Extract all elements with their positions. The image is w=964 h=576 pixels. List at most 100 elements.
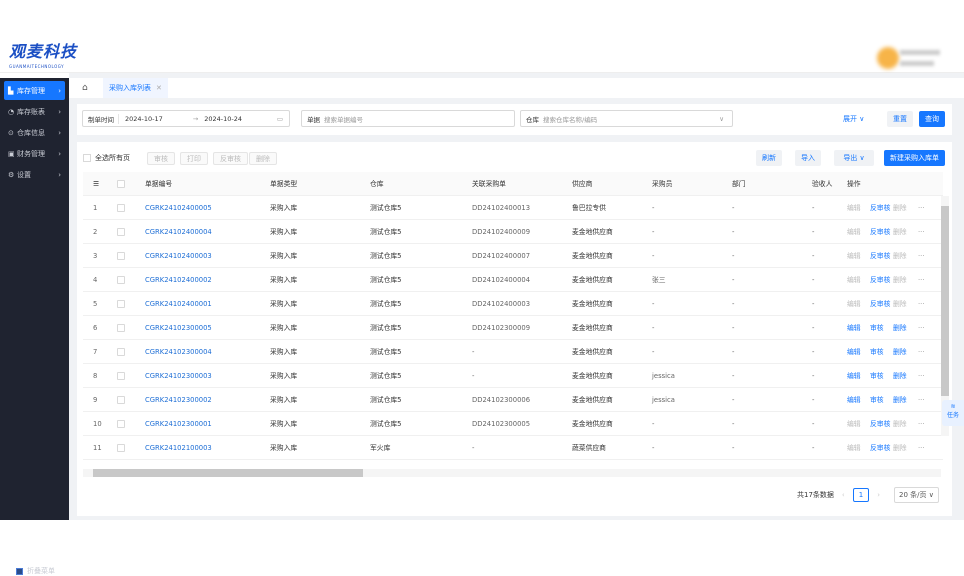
doc-code-link[interactable]: CGRK24102300003 [145, 372, 212, 380]
op-unaudit-button[interactable]: 反审核 [870, 252, 891, 260]
tab-purchase-inbound-list[interactable]: 采购入库列表 ✕ [103, 78, 168, 98]
more-icon[interactable]: ··· [918, 396, 925, 404]
op-edit-button[interactable]: 编辑 [847, 204, 861, 212]
more-icon[interactable]: ··· [918, 348, 925, 356]
op-delete-button[interactable]: 删除 [893, 420, 907, 428]
op-unaudit-button[interactable]: 反审核 [870, 300, 891, 308]
import-button[interactable]: 导入 [795, 150, 821, 166]
vertical-scrollbar[interactable] [941, 196, 949, 436]
op-edit-button[interactable]: 编辑 [847, 444, 861, 452]
op-edit-button[interactable]: 编辑 [847, 372, 861, 380]
op-edit-button[interactable]: 编辑 [847, 252, 861, 260]
more-icon[interactable]: ··· [918, 228, 925, 236]
batch-unaudit-button[interactable]: 反审核 [213, 152, 248, 165]
op-audit-button[interactable]: 审核 [870, 372, 884, 380]
date-start[interactable]: 2024-10-17 [125, 114, 163, 123]
doc-code-link[interactable]: CGRK24102300005 [145, 324, 212, 332]
more-icon[interactable]: ··· [918, 324, 925, 332]
doc-search-input[interactable]: 单据 搜索单据编号 [301, 110, 515, 127]
op-delete-button[interactable]: 删除 [893, 348, 907, 356]
header-checkbox[interactable] [117, 180, 125, 188]
doc-code-link[interactable]: CGRK24102300001 [145, 420, 212, 428]
row-checkbox[interactable] [117, 252, 125, 260]
op-unaudit-button[interactable]: 反审核 [870, 444, 891, 452]
doc-code-link[interactable]: CGRK24102400002 [145, 276, 212, 284]
op-delete-button[interactable]: 删除 [893, 444, 907, 452]
reset-button[interactable]: 重置 [887, 111, 913, 127]
op-edit-button[interactable]: 编辑 [847, 300, 861, 308]
sidebar-item-3[interactable]: ▣ 财务管理 › [4, 144, 65, 163]
op-audit-button[interactable]: 审核 [870, 348, 884, 356]
sidebar-item-4[interactable]: ⚙ 设置 › [4, 165, 65, 184]
more-icon[interactable]: ··· [918, 420, 925, 428]
doc-code-link[interactable]: CGRK24102400004 [145, 228, 212, 236]
row-checkbox[interactable] [117, 228, 125, 236]
doc-code-link[interactable]: CGRK24102400003 [145, 252, 212, 260]
collapse-menu-button[interactable]: 折叠菜单 [16, 566, 55, 576]
row-checkbox[interactable] [117, 300, 125, 308]
op-delete-button[interactable]: 删除 [893, 252, 907, 260]
op-edit-button[interactable]: 编辑 [847, 228, 861, 236]
refresh-button[interactable]: 刷新 [756, 150, 782, 166]
row-checkbox[interactable] [117, 396, 125, 404]
op-edit-button[interactable]: 编辑 [847, 420, 861, 428]
op-audit-button[interactable]: 审核 [870, 396, 884, 404]
avatar[interactable] [877, 47, 899, 69]
op-unaudit-button[interactable]: 反审核 [870, 228, 891, 236]
op-delete-button[interactable]: 删除 [893, 324, 907, 332]
row-checkbox[interactable] [117, 348, 125, 356]
page-size-select[interactable]: 20 条/页 ∨ [894, 487, 939, 503]
op-delete-button[interactable]: 删除 [893, 276, 907, 284]
select-all-checkbox[interactable]: 全选所有页 [83, 153, 130, 163]
row-checkbox[interactable] [117, 276, 125, 284]
export-button[interactable]: 导出 ∨ [834, 150, 874, 166]
expand-button[interactable]: 展开 ∨ [837, 111, 870, 127]
op-edit-button[interactable]: 编辑 [847, 396, 861, 404]
doc-code-link[interactable]: CGRK24102300002 [145, 396, 212, 404]
query-button[interactable]: 查询 [919, 111, 945, 127]
doc-code-link[interactable]: CGRK24102400005 [145, 204, 212, 212]
more-icon[interactable]: ··· [918, 276, 925, 284]
warehouse-select[interactable]: 仓库 搜索仓库名称/编码 ∨ [520, 110, 733, 127]
prev-page-icon[interactable]: ‹ [841, 491, 845, 499]
page-1-button[interactable]: 1 [852, 488, 870, 502]
date-type-select[interactable]: 制单时间 [88, 113, 119, 124]
op-delete-button[interactable]: 删除 [893, 372, 907, 380]
row-checkbox[interactable] [117, 420, 125, 428]
op-delete-button[interactable]: 删除 [893, 300, 907, 308]
op-unaudit-button[interactable]: 反审核 [870, 420, 891, 428]
op-edit-button[interactable]: 编辑 [847, 324, 861, 332]
sidebar-item-1[interactable]: ◔ 库存账表 › [4, 102, 65, 121]
close-icon[interactable]: ✕ [156, 84, 162, 92]
more-icon[interactable]: ··· [918, 252, 925, 260]
op-unaudit-button[interactable]: 反审核 [870, 204, 891, 212]
op-unaudit-button[interactable]: 反审核 [870, 276, 891, 284]
more-icon[interactable]: ··· [918, 372, 925, 380]
op-delete-button[interactable]: 删除 [893, 396, 907, 404]
more-icon[interactable]: ··· [918, 300, 925, 308]
row-checkbox[interactable] [117, 324, 125, 332]
sidebar-item-2[interactable]: ⊙ 仓库信息 › [4, 123, 65, 142]
next-page-icon[interactable]: › [877, 491, 881, 499]
row-checkbox[interactable] [117, 444, 125, 452]
more-icon[interactable]: ··· [918, 204, 925, 212]
horizontal-scrollbar[interactable] [83, 469, 941, 477]
create-inbound-button[interactable]: 新建采购入库单 [884, 150, 945, 166]
date-range-picker[interactable]: 制单时间 2024-10-17 → 2024-10-24 ▭ [82, 110, 290, 127]
sidebar-item-0[interactable]: ▙ 库存管理 › [4, 81, 65, 100]
task-float-button[interactable]: ≋ 任务 [942, 400, 964, 426]
op-delete-button[interactable]: 删除 [893, 204, 907, 212]
op-edit-button[interactable]: 编辑 [847, 276, 861, 284]
row-checkbox[interactable] [117, 372, 125, 380]
home-icon[interactable]: ⌂ [82, 83, 88, 93]
horizontal-scroll-thumb[interactable] [93, 469, 363, 477]
doc-code-link[interactable]: CGRK24102300004 [145, 348, 212, 356]
op-delete-button[interactable]: 删除 [893, 228, 907, 236]
doc-code-link[interactable]: CGRK24102100003 [145, 444, 212, 452]
batch-print-button[interactable]: 打印 [180, 152, 208, 165]
batch-audit-button[interactable]: 审核 [147, 152, 175, 165]
more-icon[interactable]: ··· [918, 444, 925, 452]
row-checkbox[interactable] [117, 204, 125, 212]
op-audit-button[interactable]: 审核 [870, 324, 884, 332]
batch-delete-button[interactable]: 删除 [249, 152, 277, 165]
